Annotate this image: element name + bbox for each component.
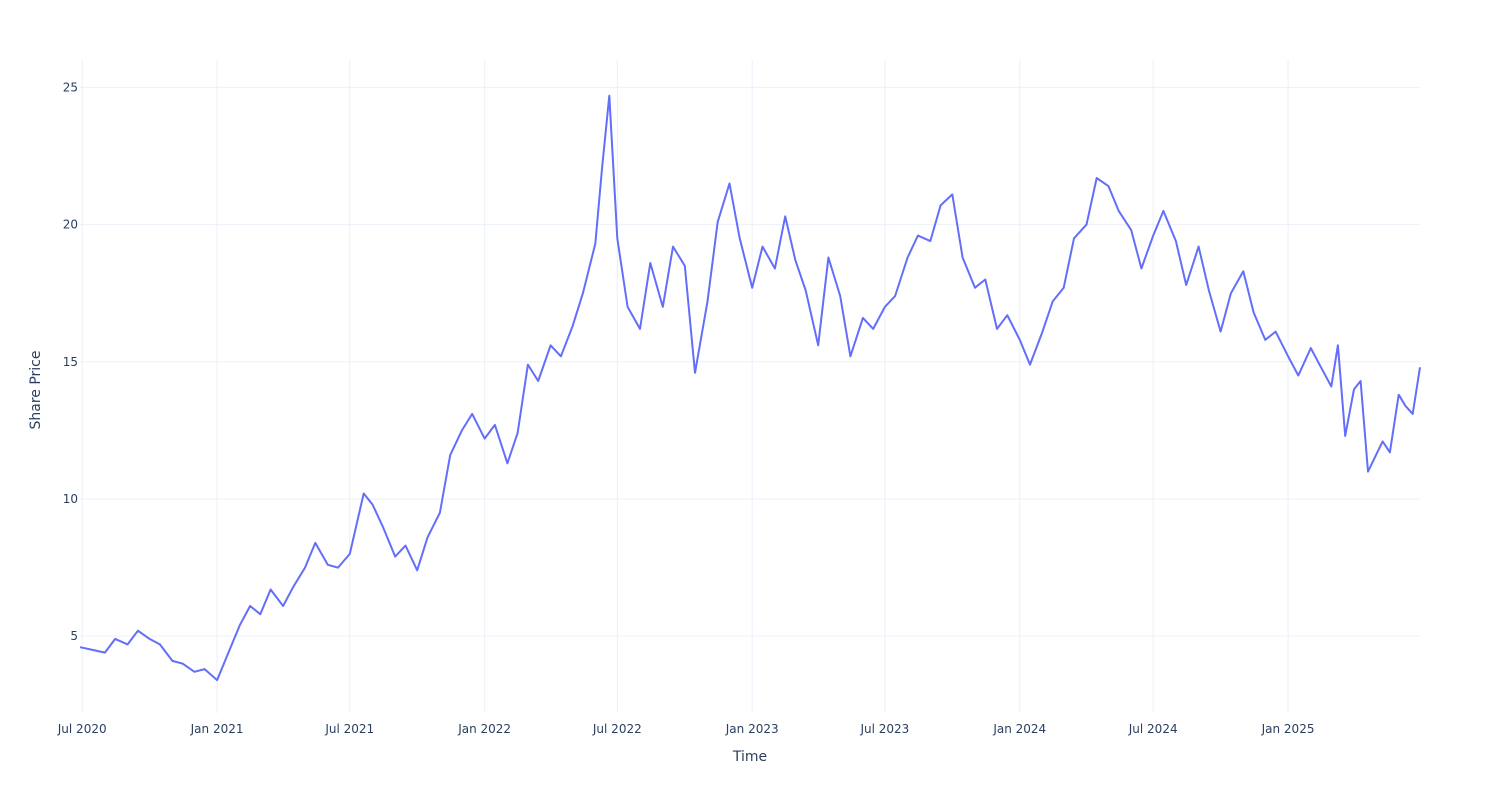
y-axis-title: Share Price — [28, 350, 44, 429]
x-tick-label: Jul 2023 — [859, 722, 909, 736]
x-tick-label: Jul 2021 — [324, 722, 374, 736]
series-layer — [79, 94, 1421, 682]
y-tick-label: 25 — [63, 80, 78, 94]
y-tick-label: 10 — [63, 492, 78, 506]
share-price-series-line — [79, 94, 1421, 682]
x-tick-label: Jul 2024 — [1128, 722, 1178, 736]
x-tick-label: Jan 2024 — [992, 722, 1046, 736]
y-tick-labels: 5 10 15 20 25 — [63, 80, 78, 643]
y-tick-label: 5 — [70, 629, 78, 643]
y-tick-label: 20 — [63, 218, 78, 232]
x-tick-label: Jan 2022 — [457, 722, 511, 736]
x-axis-title: Time — [732, 749, 767, 765]
x-tick-label: Jul 2020 — [57, 722, 107, 736]
x-tick-label: Jul 2022 — [592, 722, 642, 736]
x-tick-labels: Jul 2020 Jan 2021 Jul 2021 Jan 2022 Jul 2022… — [57, 722, 1315, 736]
x-gridlines — [81, 60, 1289, 713]
y-tick-label: 15 — [63, 355, 78, 369]
x-tick-label: Jan 2021 — [190, 722, 244, 736]
x-tick-label: Jan 2023 — [725, 722, 779, 736]
y-gridlines — [80, 86, 1420, 637]
x-tick-label: Jan 2025 — [1261, 722, 1315, 736]
